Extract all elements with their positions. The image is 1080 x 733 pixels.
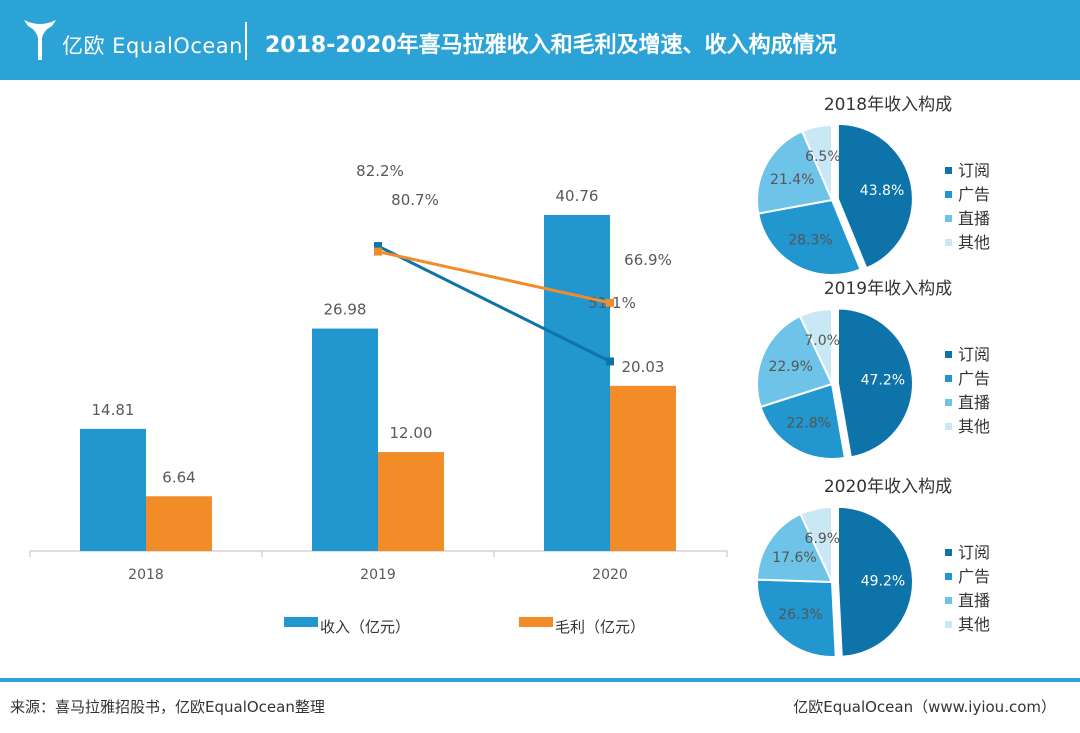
legend-label: 毛利（亿元）	[555, 618, 645, 636]
pie-value-label: 47.2%	[861, 373, 905, 389]
footer-divider	[0, 678, 1080, 682]
pie-value-label: 26.3%	[778, 607, 822, 623]
growth-line-profit	[377, 250, 611, 305]
pie-legend-swatch	[945, 375, 952, 382]
legend-label: 收入（亿元）	[320, 618, 410, 636]
pie-slice-其他	[800, 123, 833, 201]
header-bar: 亿欧 EqualOcean 2018-2020年喜马拉雅收入和毛利及增速、收入构…	[0, 0, 1080, 80]
pie-value-label: 6.5%	[805, 149, 841, 165]
pie-value-label: 49.2%	[861, 574, 905, 590]
source-note: 来源：喜马拉雅招股书，亿欧EqualOcean整理	[10, 698, 325, 716]
growth-label: 66.9%	[624, 251, 672, 269]
credit-note: 亿欧EqualOcean（www.iyiou.com）	[793, 698, 1056, 716]
pie-slice-其他	[798, 307, 833, 385]
pie-value-label: 43.8%	[860, 183, 904, 199]
pie-title: 2018年收入构成	[824, 95, 952, 115]
pie-title: 2019年收入构成	[824, 279, 952, 299]
bar-label: 6.64	[162, 468, 195, 486]
pie-legend-label: 直播	[958, 591, 990, 610]
pie-value-label: 7.0%	[804, 333, 840, 349]
pie-legend-label: 直播	[958, 209, 990, 228]
pie-legend-label: 直播	[958, 393, 990, 412]
bar-label: 40.76	[556, 187, 599, 205]
legend-swatch	[284, 617, 318, 627]
revenue-composition-pies: 2018年收入构成43.8%28.3%21.4%6.5%订阅广告直播其他2019…	[756, 95, 990, 658]
pie-legend-label: 订阅	[958, 345, 990, 364]
bar-legend: 收入（亿元） 毛利（亿元）	[284, 617, 645, 636]
bar-profit-2018	[146, 496, 212, 551]
pie-legend-swatch	[945, 573, 952, 580]
x-tick-label: 2018	[128, 567, 164, 583]
bar-revenue-2018	[80, 428, 146, 551]
growth-label: 80.7%	[391, 191, 439, 209]
pie-legend-label: 广告	[958, 185, 990, 204]
bar-label: 26.98	[324, 301, 367, 319]
pie-slice-直播	[756, 512, 834, 584]
pie-legend-swatch	[945, 191, 952, 198]
x-tick-label: 2019	[360, 567, 396, 583]
pie-slice-订阅	[836, 307, 914, 459]
revenue-profit-chart: 14.81 6.64 2018 26.98 12.00 2019 40.76 20.03 202…	[29, 162, 728, 636]
pie-value-label: 22.9%	[768, 359, 812, 375]
growth-marker	[606, 298, 614, 307]
header-divider	[245, 22, 247, 60]
legend-swatch	[519, 617, 553, 627]
growth-marker	[374, 242, 382, 251]
bar-label: 20.03	[622, 358, 665, 376]
pie-slice-广告	[759, 382, 847, 460]
pie-legend-label: 订阅	[958, 543, 990, 562]
bar-revenue-2020	[544, 214, 610, 551]
pie-legend-label: 其他	[958, 615, 990, 634]
pie-legend-label: 订阅	[958, 161, 990, 180]
growth-line-revenue	[377, 244, 611, 363]
page-title: 2018-2020年喜马拉雅收入和毛利及增速、收入构成情况	[265, 33, 837, 58]
bar-label: 14.81	[92, 401, 135, 419]
bar-label: 12.00	[390, 424, 433, 442]
pie-legend-label: 其他	[958, 233, 990, 252]
pie-slice-订阅	[836, 505, 914, 658]
pie-legend-swatch	[945, 351, 952, 358]
pie-legend-swatch	[945, 597, 952, 604]
pie-slice-广告	[757, 198, 862, 276]
x-tick-label: 2020	[592, 567, 628, 583]
bar-profit-2019	[378, 452, 444, 551]
growth-marker	[374, 247, 382, 256]
pie-slice-直播	[756, 314, 834, 409]
pie-legend-swatch	[945, 423, 952, 430]
pie-legend-swatch	[945, 399, 952, 406]
pie-legend-label: 广告	[958, 369, 990, 388]
bar-profit-2020	[610, 385, 676, 551]
pie-title: 2020年收入构成	[824, 477, 952, 497]
pie-slice-订阅	[836, 122, 914, 270]
pie-legend-swatch	[945, 215, 952, 222]
pie-legend-label: 广告	[958, 567, 990, 586]
x-axis-ticks	[29, 551, 728, 557]
pie-legend-swatch	[945, 549, 952, 556]
pie-slice-广告	[756, 578, 837, 658]
logo-text: 亿欧 EqualOcean	[62, 34, 243, 58]
pie-slice-直播	[756, 129, 834, 215]
pie-value-label: 28.3%	[788, 233, 832, 249]
growth-label: 82.2%	[356, 162, 404, 180]
pie-legend-swatch	[945, 621, 952, 628]
pie-slice-其他	[799, 505, 833, 583]
logo-icon	[24, 20, 56, 60]
growth-marker	[606, 357, 614, 366]
pie-value-label: 6.9%	[805, 531, 841, 547]
pie-legend-swatch	[945, 239, 952, 246]
bar-revenue-2019	[312, 328, 378, 551]
pie-legend-label: 其他	[958, 417, 990, 436]
pie-value-label: 21.4%	[770, 172, 814, 188]
pie-value-label: 17.6%	[772, 550, 816, 566]
pie-legend-swatch	[945, 167, 952, 174]
pie-value-label: 22.8%	[786, 416, 830, 432]
